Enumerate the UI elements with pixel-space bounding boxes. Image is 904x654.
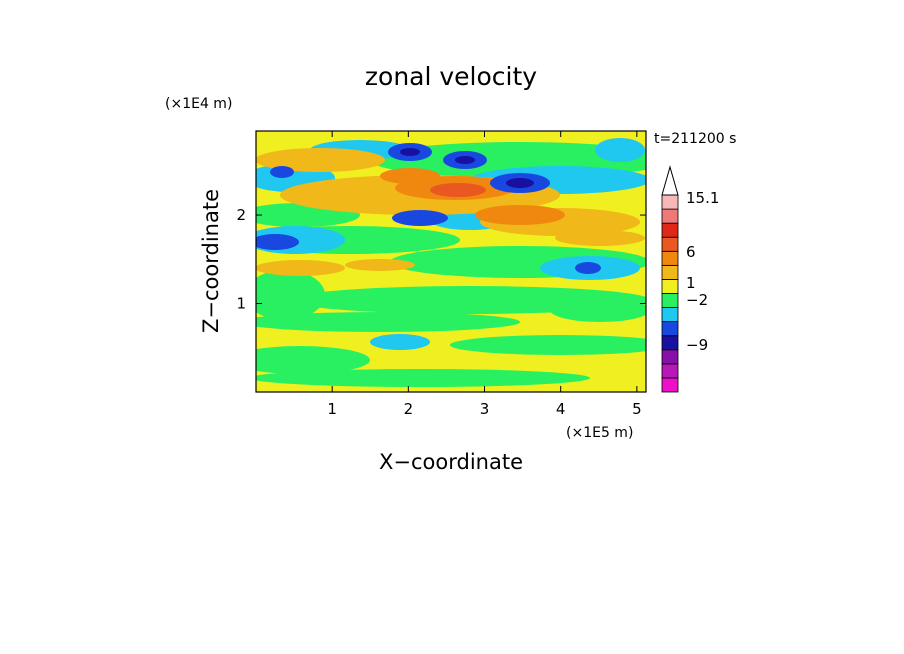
x-axis: 1 2 3 4 5 bbox=[327, 131, 642, 418]
y-unit-label: (×1E4 m) bbox=[165, 96, 232, 112]
field-contour-32 bbox=[392, 210, 448, 226]
heatmap-field bbox=[256, 131, 646, 392]
colorbar-extend-max bbox=[661, 165, 679, 196]
colorbar-bin-10 bbox=[661, 236, 679, 252]
colorbar-label-2: 1 bbox=[686, 274, 696, 292]
x-axis-title: X−coordinate bbox=[379, 450, 523, 474]
colorbar-label-4: −9 bbox=[686, 336, 708, 354]
colorbar-label-0: 15.1 bbox=[686, 189, 719, 207]
colorbar-bin-7 bbox=[661, 279, 679, 294]
colorbar-bin-6 bbox=[661, 293, 679, 308]
field-contour-35 bbox=[270, 166, 294, 178]
x-unit-label: (×1E5 m) bbox=[566, 425, 633, 441]
colorbar-bin-0 bbox=[661, 377, 679, 393]
field-contour-23 bbox=[555, 230, 645, 246]
y-axis: 12 bbox=[236, 206, 646, 313]
field-contour-4 bbox=[256, 369, 590, 387]
field-contour-0 bbox=[256, 346, 370, 374]
y-axis-title: Z−coordinate bbox=[199, 189, 223, 333]
colorbar-bin-2 bbox=[661, 349, 679, 365]
field-contour-22 bbox=[256, 260, 345, 276]
field-contour-24 bbox=[345, 259, 415, 271]
x-tick-label-3: 3 bbox=[480, 400, 490, 418]
field-contour-27 bbox=[380, 168, 440, 184]
field-contour-38 bbox=[455, 156, 475, 164]
field-contour-37 bbox=[400, 148, 420, 156]
colorbar: 15.1 6 1−2 −9 bbox=[661, 165, 719, 393]
chart-title: zonal velocity bbox=[365, 62, 537, 91]
plot-frame bbox=[255, 130, 647, 393]
y-tick-label-2: 2 bbox=[236, 206, 246, 224]
field-contour-18 bbox=[595, 138, 645, 162]
colorbar-label-1: 6 bbox=[686, 243, 696, 261]
colorbar-bin-4 bbox=[661, 321, 679, 337]
colorbar-bin-12 bbox=[661, 208, 679, 224]
field-contour-10 bbox=[550, 298, 646, 322]
x-tick-label-1: 1 bbox=[327, 400, 337, 418]
x-tick-label-5: 5 bbox=[632, 400, 642, 418]
colorbar-bin-3 bbox=[661, 335, 679, 351]
field-contour-28 bbox=[430, 183, 486, 197]
colorbar-bin-5 bbox=[661, 307, 679, 323]
field-contour-16 bbox=[370, 334, 430, 350]
colorbar-bin-8 bbox=[661, 264, 679, 280]
field-contour-26 bbox=[475, 205, 565, 225]
x-tick-label-2: 2 bbox=[404, 400, 414, 418]
colorbar-bin-13 bbox=[661, 194, 679, 210]
field-contour-3 bbox=[450, 335, 646, 355]
field-contour-36 bbox=[506, 178, 534, 188]
colorbar-bin-11 bbox=[661, 222, 679, 238]
field-contour-5 bbox=[256, 270, 325, 320]
field-contour-2 bbox=[256, 312, 520, 332]
y-tick-label-1: 1 bbox=[236, 295, 246, 313]
field-contour-21 bbox=[256, 148, 385, 172]
colorbar-label-3: −2 bbox=[686, 291, 708, 309]
x-tick-label-4: 4 bbox=[556, 400, 566, 418]
time-label: t=211200 s bbox=[654, 131, 736, 147]
colorbar-bin-1 bbox=[661, 363, 679, 379]
field-contour-34 bbox=[575, 262, 601, 274]
field-contour-33 bbox=[256, 234, 299, 250]
colorbar-bin-9 bbox=[661, 250, 679, 266]
